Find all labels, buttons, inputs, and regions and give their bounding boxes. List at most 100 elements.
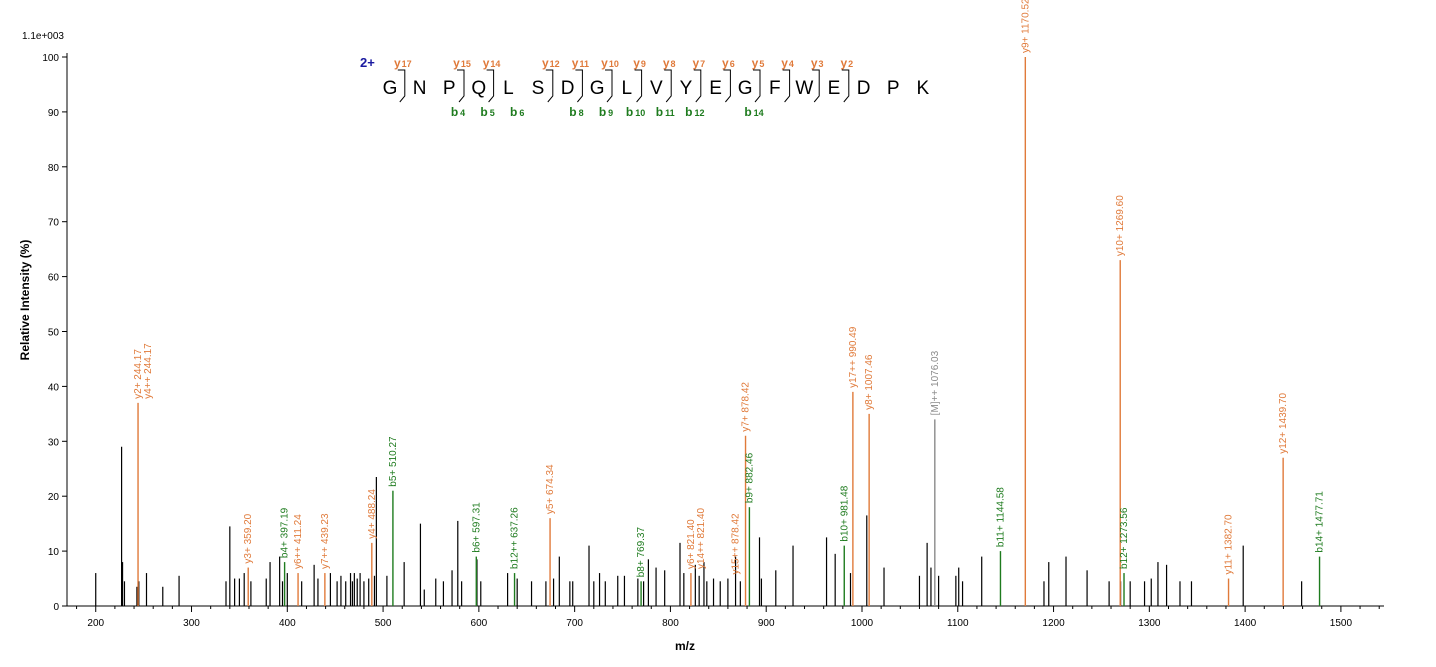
- y-tick-label: 60: [48, 273, 60, 284]
- peak-label: [M]++ 1076.03: [930, 350, 941, 415]
- y-ion-bracket: [575, 69, 583, 103]
- sequence-residue: Y: [680, 78, 693, 99]
- axes: 0 10 20 30 40 50 60 70 80 90 100 200 300 400 500 600 700…: [42, 53, 1384, 629]
- y-ion-bracket: [605, 69, 613, 103]
- charge-state-label: 2+: [360, 55, 375, 70]
- peak-label: y10+ 1269.60: [1115, 195, 1126, 256]
- peak-label: b14+ 1477.71: [1315, 491, 1326, 553]
- peak-label: b4+ 397.19: [280, 507, 291, 558]
- y-ion-label: y8: [663, 56, 676, 70]
- peak-label: y2+ 244.17: [133, 349, 144, 399]
- x-tick-label: 600: [471, 618, 488, 629]
- y-ion-bracket: [486, 69, 495, 103]
- y-axis-title: Relative Intensity (%): [18, 240, 32, 361]
- peak-label: y6++ 411.24: [293, 514, 304, 569]
- peak-label: y14++ 821.40: [696, 507, 707, 569]
- sequence-residue: D: [561, 78, 575, 99]
- x-tick-label: 800: [662, 618, 679, 629]
- peak-label: y8+ 1007.46: [864, 354, 875, 410]
- sequence-residue: L: [503, 78, 514, 99]
- peak-label: b6+ 597.31: [471, 502, 482, 553]
- y-tick-label: 90: [48, 108, 60, 119]
- x-tick-label: 1400: [1234, 618, 1257, 629]
- x-tick-label: 500: [375, 618, 392, 629]
- y-ion-bracket: [664, 69, 672, 103]
- y-ion-label: y4: [781, 56, 794, 70]
- b-ion-label: b 10: [626, 105, 645, 119]
- y-ion-bracket: [634, 69, 643, 103]
- x-tick-label: 900: [758, 618, 775, 629]
- y-ion-bracket: [753, 69, 761, 103]
- b-ion-label: b 14: [744, 105, 763, 119]
- x-tick-label: 1100: [947, 618, 969, 629]
- sequence-residue: Q: [471, 78, 486, 99]
- y-ion-bracket: [723, 69, 731, 103]
- b-ion-label: b 12: [685, 105, 704, 119]
- sequence-residue: L: [622, 78, 633, 99]
- peak-label: b12+ 1273.56: [1119, 507, 1130, 569]
- sequence-residue: K: [916, 78, 929, 99]
- y-ion-bracket: [693, 69, 702, 103]
- peak-label: y5+ 674.34: [545, 464, 556, 514]
- x-tick-label: 200: [87, 618, 104, 629]
- peak-label: b11+ 1144.58: [995, 487, 1006, 547]
- y-ion-label: y3: [811, 56, 824, 70]
- peak-label: y11+ 1382.70: [1224, 514, 1235, 575]
- x-tick-label: 1000: [851, 618, 874, 629]
- y-tick-label: 0: [53, 602, 59, 613]
- y-ion-label: y10: [601, 56, 619, 70]
- peak-label: y4+ 488.24: [367, 489, 378, 539]
- peaks: [95, 57, 1321, 606]
- x-tick-label: 400: [279, 618, 296, 629]
- y-tick-label: 50: [48, 328, 60, 339]
- y-tick-label: 30: [48, 437, 60, 448]
- y-ion-label: y9: [633, 56, 646, 70]
- peak-label: y6+ 821.40: [686, 519, 697, 569]
- sequence-residue: P: [887, 78, 900, 99]
- sequence-residue: V: [650, 78, 663, 99]
- peak-label: b10+ 981.48: [839, 485, 850, 541]
- x-axis-title: m/z: [675, 639, 695, 653]
- y-tick-label: 20: [48, 492, 60, 503]
- peak-label: y7++ 439.23: [320, 513, 331, 569]
- x-tick-label: 1500: [1330, 618, 1353, 629]
- y-ion-label: y6: [722, 56, 735, 70]
- sequence-residue: D: [857, 78, 871, 99]
- sequence-residue: E: [709, 78, 722, 99]
- peak-label: y4++ 244.17: [143, 343, 154, 399]
- y-ion-label: y5: [752, 56, 765, 70]
- peak-label: y3+ 359.20: [243, 513, 254, 563]
- peak-label: y7+ 878.42: [741, 382, 752, 432]
- peak-label: b8+ 769.37: [636, 527, 647, 578]
- sequence-residue: G: [590, 78, 605, 99]
- sequence-residue: F: [769, 78, 781, 99]
- y-tick-label: 40: [48, 382, 60, 393]
- peak-label: y15++ 878.42: [731, 513, 742, 575]
- peak-label: y9+ 1170.52: [1020, 0, 1031, 53]
- sequence-residue: S: [532, 78, 545, 99]
- y-ion-label: y17: [394, 56, 412, 70]
- y-ion-label: y15: [453, 56, 471, 70]
- y-tick-label: 10: [48, 547, 60, 558]
- peak-label: y17++ 990.49: [848, 326, 859, 388]
- y-ion-bracket: [545, 69, 554, 103]
- peak-label: y12+ 1439.70: [1278, 392, 1289, 453]
- y-ion-bracket: [397, 69, 406, 103]
- y-tick-label: 70: [48, 218, 60, 229]
- x-tick-label: 300: [183, 618, 200, 629]
- x-tick-label: 700: [566, 618, 583, 629]
- x-tick-label: 1200: [1042, 618, 1065, 629]
- y-scale-label: 1.1e+003: [22, 31, 64, 42]
- peak-label: b9+ 882.46: [744, 452, 755, 503]
- y-ion-label: y14: [483, 56, 501, 70]
- sequence-residue: N: [413, 78, 427, 99]
- sequence-residue: E: [828, 78, 841, 99]
- y-ion-bracket: [457, 69, 465, 103]
